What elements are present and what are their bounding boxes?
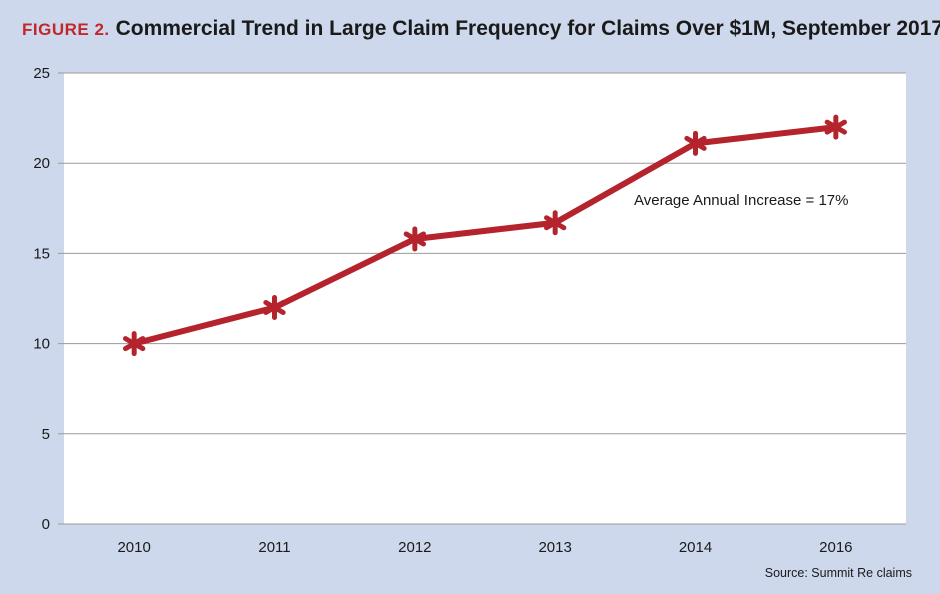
x-tick-label: 2016	[819, 539, 852, 556]
figure-label: FIGURE 2.	[22, 20, 110, 39]
data-point-marker	[403, 226, 426, 252]
y-tick-label: 0	[42, 516, 50, 533]
gridlines	[58, 72, 906, 525]
x-tick-label: 2014	[679, 539, 712, 556]
plot-area	[64, 73, 906, 524]
x-tick-label: 2012	[398, 539, 431, 556]
x-tick-label: 2010	[117, 539, 150, 556]
y-tick-label: 25	[33, 65, 50, 82]
chart-annotation: Average Annual Increase = 17%	[634, 192, 848, 209]
y-tick-label: 5	[42, 426, 50, 443]
series-markers	[123, 114, 847, 357]
y-axis-ticks: 0 5 10 15 20 25	[33, 65, 50, 533]
data-point-marker	[684, 130, 707, 156]
x-axis-ticks: 2010 2011 2012 2013 2014 2016	[117, 539, 852, 556]
x-tick-label: 2011	[258, 539, 290, 556]
data-point-marker	[824, 114, 847, 140]
chart-title: FIGURE 2. Commercial Trend in Large Claim…	[22, 17, 940, 41]
y-tick-label: 15	[33, 245, 50, 262]
figure-title: Commercial Trend in Large Claim Frequenc…	[115, 17, 940, 40]
data-point-marker	[123, 331, 146, 357]
source-note: Source: Summit Re claims	[764, 566, 912, 580]
y-tick-label: 10	[33, 336, 50, 353]
data-point-marker	[544, 210, 567, 236]
series-line	[133, 124, 837, 347]
x-tick-label: 2013	[538, 539, 571, 556]
data-point-marker	[263, 295, 286, 321]
y-tick-label: 20	[33, 155, 50, 172]
